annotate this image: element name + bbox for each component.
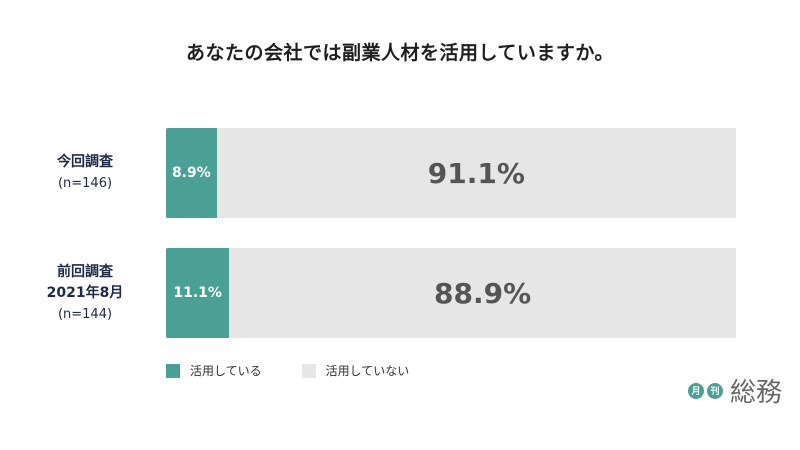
chart-title: あなたの会社では副業人材を活用していますか。 [185, 42, 615, 64]
logo-wordmark: 総務 [729, 378, 782, 408]
category-sample-size: (n=146) [57, 176, 113, 191]
category-name-line: 2021年8月 [46, 284, 124, 301]
legend-item-not-using: 活用していない [301, 362, 410, 379]
logo-badge-month: 月 [687, 382, 704, 399]
data-label-not-using: 91.1% [427, 156, 525, 190]
legend-swatch-not-using [301, 363, 316, 378]
bar-segment-using [166, 128, 217, 218]
bar-segment-using [166, 248, 230, 338]
legend-swatch-using [166, 363, 180, 378]
category-sample-size: (n=144) [57, 306, 113, 322]
bar-track-1: 11.1% 88.9% [166, 248, 736, 338]
category-label-0: 今回調査 (n=146) [20, 152, 150, 194]
data-label-using: 11.1% [173, 285, 222, 301]
legend-label-using: 活用している [190, 364, 262, 378]
bar-segment-not-using [216, 128, 736, 218]
legend-label-not-using: 活用していない [325, 364, 410, 378]
category-name-line: 今回調査 [57, 154, 113, 170]
logo-badge-issue: 刊 [706, 382, 723, 399]
bar-track-0: 8.9% 91.1% [166, 128, 736, 218]
category-name-line: 前回調査 [57, 263, 113, 280]
category-label-1: 前回調査 2021年8月 (n=144) [20, 262, 150, 325]
bar-segment-not-using [229, 248, 736, 338]
publisher-logo: 月 刊 総務 [687, 372, 782, 409]
data-label-not-using: 88.9% [434, 276, 532, 310]
chart-legend: 活用している 活用していない [166, 362, 449, 379]
data-label-using: 8.9% [171, 165, 211, 181]
legend-item-using: 活用している [166, 362, 262, 379]
